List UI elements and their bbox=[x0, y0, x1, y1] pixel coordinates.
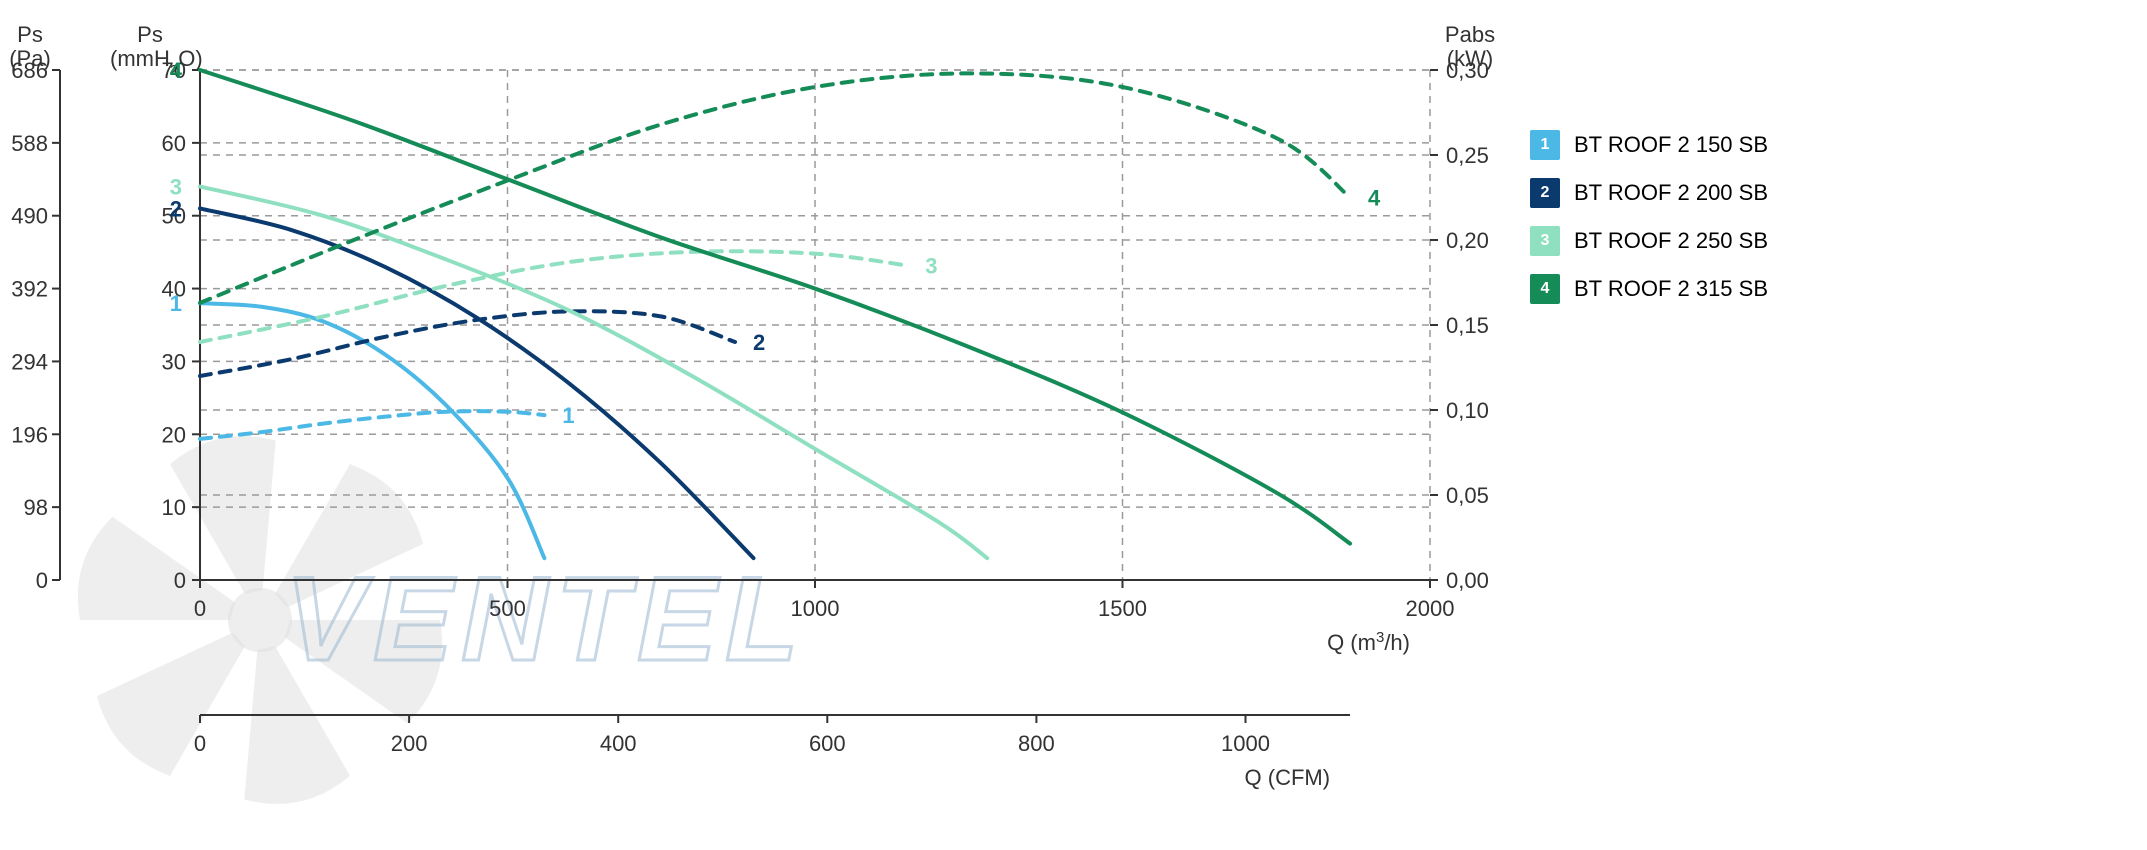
svg-text:20: 20 bbox=[162, 422, 186, 447]
legend-item-1: 1 BT ROOF 2 150 SB bbox=[1530, 130, 1768, 160]
legend-item-3: 3 BT ROOF 2 250 SB bbox=[1530, 226, 1768, 256]
svg-text:196: 196 bbox=[11, 422, 48, 447]
curve-label-start-3: 3 bbox=[170, 175, 182, 200]
svg-text:0: 0 bbox=[174, 568, 186, 593]
svg-text:1500: 1500 bbox=[1098, 596, 1147, 621]
legend-label: BT ROOF 2 315 SB bbox=[1574, 276, 1768, 302]
power-curve-2 bbox=[200, 311, 735, 376]
svg-text:0: 0 bbox=[194, 731, 206, 756]
watermark-text: VENTEL bbox=[285, 552, 806, 686]
svg-text:0,10: 0,10 bbox=[1446, 398, 1489, 423]
svg-text:98: 98 bbox=[24, 495, 48, 520]
svg-text:Pabs: Pabs bbox=[1445, 22, 1495, 47]
svg-text:500: 500 bbox=[489, 596, 526, 621]
svg-text:400: 400 bbox=[600, 731, 637, 756]
svg-text:0: 0 bbox=[194, 596, 206, 621]
pressure-curve-4 bbox=[200, 70, 1350, 544]
curve-label-start-4: 4 bbox=[170, 58, 183, 83]
legend-swatch: 4 bbox=[1530, 274, 1560, 304]
legend-item-2: 2 BT ROOF 2 200 SB bbox=[1530, 178, 1768, 208]
legend-label: BT ROOF 2 200 SB bbox=[1574, 180, 1768, 206]
svg-text:0: 0 bbox=[36, 568, 48, 593]
svg-text:800: 800 bbox=[1018, 731, 1055, 756]
pressure-curve-2 bbox=[200, 208, 754, 558]
svg-text:0,20: 0,20 bbox=[1446, 228, 1489, 253]
svg-text:0,15: 0,15 bbox=[1446, 313, 1489, 338]
svg-text:30: 30 bbox=[162, 349, 186, 374]
legend-swatch: 1 bbox=[1530, 130, 1560, 160]
svg-text:294: 294 bbox=[11, 349, 48, 374]
curve-label-start-1: 1 bbox=[170, 291, 182, 316]
power-curve-3 bbox=[200, 251, 907, 342]
curve-label-end-4: 4 bbox=[1368, 186, 1381, 211]
curve-label-end-3: 3 bbox=[925, 254, 937, 279]
legend-label: BT ROOF 2 250 SB bbox=[1574, 228, 1768, 254]
legend: 1 BT ROOF 2 150 SB 2 BT ROOF 2 200 SB 3 BT RO… bbox=[1530, 130, 1768, 322]
svg-text:600: 600 bbox=[809, 731, 846, 756]
svg-text:Ps: Ps bbox=[137, 22, 163, 47]
svg-text:0,05: 0,05 bbox=[1446, 483, 1489, 508]
pressure-curve-3 bbox=[200, 187, 987, 559]
curve-label-start-2: 2 bbox=[170, 196, 182, 221]
svg-text:(mmH2O): (mmH2O) bbox=[110, 46, 203, 79]
svg-text:0,00: 0,00 bbox=[1446, 568, 1489, 593]
legend-swatch: 3 bbox=[1530, 226, 1560, 256]
curve-label-end-1: 1 bbox=[562, 403, 574, 428]
svg-text:490: 490 bbox=[11, 204, 48, 229]
curve-label-end-2: 2 bbox=[753, 330, 765, 355]
svg-text:Q (CFM): Q (CFM) bbox=[1245, 765, 1331, 790]
power-curve-4 bbox=[200, 73, 1350, 303]
svg-text:2000: 2000 bbox=[1406, 596, 1455, 621]
svg-text:(Pa): (Pa) bbox=[9, 46, 51, 71]
svg-text:200: 200 bbox=[391, 731, 428, 756]
legend-item-4: 4 BT ROOF 2 315 SB bbox=[1530, 274, 1768, 304]
performance-chart: VENTEL0981962943924905886860102030405060… bbox=[0, 0, 2147, 850]
svg-text:10: 10 bbox=[162, 495, 186, 520]
svg-text:Q (m3/h): Q (m3/h) bbox=[1327, 629, 1410, 656]
svg-text:1000: 1000 bbox=[1221, 731, 1270, 756]
svg-text:1000: 1000 bbox=[791, 596, 840, 621]
svg-text:Ps: Ps bbox=[17, 22, 43, 47]
svg-text:392: 392 bbox=[11, 277, 48, 302]
svg-text:0,25: 0,25 bbox=[1446, 143, 1489, 168]
svg-text:588: 588 bbox=[11, 131, 48, 156]
svg-text:60: 60 bbox=[162, 131, 186, 156]
legend-swatch: 2 bbox=[1530, 178, 1560, 208]
svg-text:(kW): (kW) bbox=[1447, 46, 1493, 71]
legend-label: BT ROOF 2 150 SB bbox=[1574, 132, 1768, 158]
